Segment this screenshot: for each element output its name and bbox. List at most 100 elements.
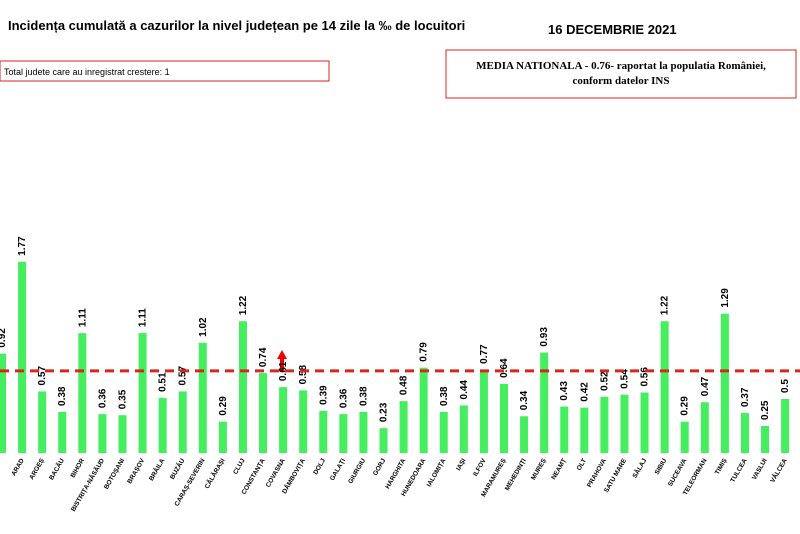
bar: [98, 414, 107, 453]
x-tick-label: ARAD: [10, 457, 26, 477]
x-tick-label: HARGHITA: [384, 457, 407, 490]
bar: [459, 405, 468, 453]
value-label: 1.22: [660, 295, 671, 315]
x-tick-label: OLT: [576, 457, 588, 471]
x-tick-label: DOLJ: [312, 457, 327, 476]
x-tick-label: IAȘI: [455, 457, 467, 472]
value-label: 0.57: [178, 366, 189, 386]
bar: [500, 383, 508, 453]
x-tick-label: BUZĂU: [167, 456, 186, 480]
bar: [600, 396, 609, 453]
bar: [319, 410, 328, 453]
bar: [118, 415, 127, 453]
value-label: 1.22: [238, 295, 249, 315]
value-label: 1.29: [720, 288, 731, 308]
bar: [238, 321, 247, 453]
value-label: 0.5: [780, 379, 791, 393]
value-label: 0.52: [599, 371, 610, 391]
bar: [58, 411, 67, 453]
value-label: 0.57: [37, 366, 48, 386]
x-tick-label: TULCEA: [729, 457, 748, 484]
note-right: conform datelor INS: [573, 75, 670, 87]
x-tick-label: CLUJ: [232, 457, 247, 476]
bar: [660, 321, 669, 453]
value-label: 0.38: [439, 386, 450, 406]
value-label: 0.77: [479, 344, 490, 364]
x-tick-label: BISTRIȚA-NĂSĂUD: [68, 456, 106, 513]
bar: [359, 411, 368, 453]
bar: [138, 333, 147, 453]
bar: [339, 414, 348, 453]
x-tick-label: GIURGIU: [347, 457, 367, 485]
bar: [18, 261, 27, 453]
bar: [640, 392, 649, 453]
bar: [781, 399, 790, 453]
bar: [0, 353, 6, 453]
value-label: 0.25: [760, 400, 771, 420]
x-tick-label: ILFOV: [472, 457, 488, 478]
bar: [540, 352, 549, 453]
x-tick-label: COVASNA: [265, 457, 287, 488]
bar: [620, 394, 629, 453]
value-label: 1.77: [17, 236, 28, 256]
value-label: 0.34: [519, 390, 530, 410]
bar: [218, 421, 227, 453]
x-tick-label: BIHOR: [70, 457, 87, 479]
x-tick-label: VÂLCEA: [768, 456, 789, 484]
x-tick-label: VASLUI: [751, 457, 769, 481]
value-label: 0.54: [619, 369, 630, 389]
bar: [38, 391, 47, 453]
x-tick-label: BACĂU: [46, 456, 66, 481]
value-label: 0.79: [419, 342, 430, 362]
value-label: 1.11: [138, 308, 149, 327]
bar: [178, 391, 187, 453]
x-tick-label: GALAȚI: [329, 457, 347, 482]
value-label: 0.29: [218, 396, 229, 416]
chart-title: Incidența cumulată a cazurilor la nivel …: [8, 18, 465, 33]
note-right: MEDIA NATIONALA - 0.76- raportat la popu…: [476, 60, 766, 72]
bar: [419, 367, 428, 453]
value-label: 0.29: [680, 396, 691, 416]
x-tick-label: IALOMIȚA: [426, 457, 448, 488]
x-tick-label: NEAMȚ: [550, 457, 568, 481]
bar: [399, 401, 408, 453]
value-label: 0.47: [700, 376, 711, 396]
bar: [580, 407, 589, 453]
bar: [479, 369, 488, 453]
bar: [700, 402, 709, 453]
bar: [740, 413, 749, 453]
value-label: 0.39: [318, 385, 329, 405]
value-label: 0.61: [278, 361, 289, 381]
x-tick-label: SUCEAVA: [667, 457, 689, 487]
value-label: 0.38: [358, 386, 369, 406]
x-tick-label: GORJ: [372, 457, 387, 477]
x-tick-label: BOTOȘANI: [103, 457, 126, 490]
note-left: Total judete care au inregistrat crester…: [4, 67, 170, 77]
bar: [198, 342, 207, 453]
value-label: 0.58: [298, 364, 309, 384]
note-box: [0, 60, 330, 82]
x-tick-label: MUREȘ: [530, 457, 548, 481]
bar: [520, 416, 529, 453]
x-tick-label: SĂLAJ: [630, 456, 649, 479]
value-label: 0.74: [258, 347, 269, 367]
bar: [680, 421, 689, 453]
x-tick-label: PRAHOVA: [586, 457, 608, 488]
x-tick-label: ARGEȘ: [28, 457, 46, 481]
value-label: 0.42: [579, 382, 590, 402]
value-label: 0.37: [740, 387, 751, 407]
value-label: 0.48: [399, 375, 410, 395]
value-label: 0.36: [338, 388, 349, 408]
bar: [279, 387, 288, 453]
value-label: 0.44: [459, 380, 470, 400]
bar: [299, 390, 308, 453]
value-label: 0.38: [57, 386, 68, 406]
value-label: 0.35: [117, 389, 128, 409]
bar: [259, 373, 268, 453]
value-label: 0.23: [379, 402, 390, 422]
value-label: 0.56: [640, 367, 651, 387]
value-label: 1.11: [77, 308, 88, 327]
value-label: 0.51: [158, 372, 169, 392]
chart-date: 16 DECEMBRIE 2021: [548, 22, 677, 37]
